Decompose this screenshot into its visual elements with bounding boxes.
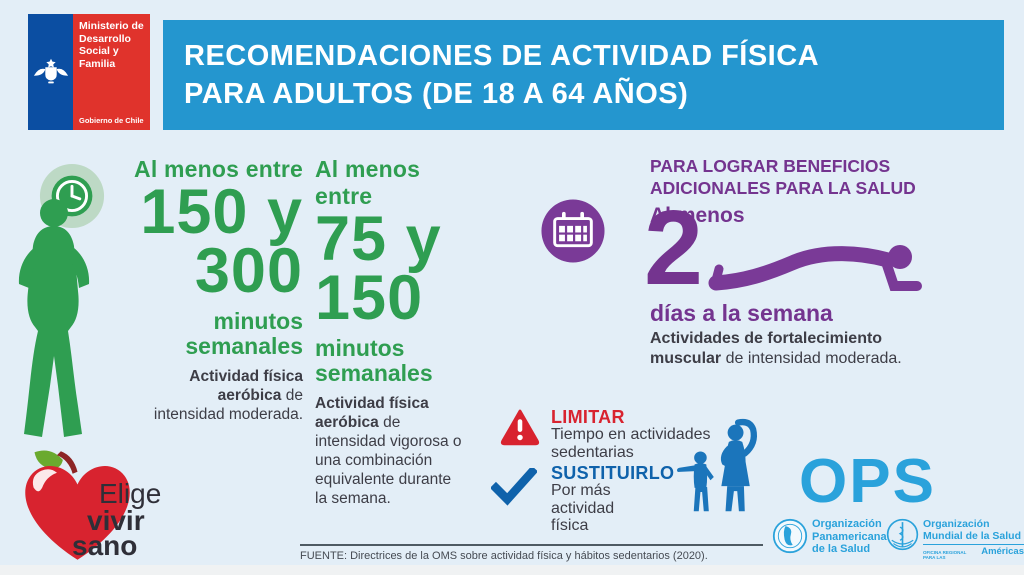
gobierno-de-chile-logo: Ministerio de Desarrollo Social y Famili… [28,14,150,130]
moderate-activity-block: Al menos entre 150 y 300 minutos semanal… [95,156,303,424]
col2-description: Actividad física aeróbica de intensidad … [315,394,465,508]
col2-unit-line2: semanales [315,360,433,386]
footer-divider [300,544,763,546]
paho-name-line: Organización [812,518,882,530]
who-name-line: Organización [923,518,990,530]
col2-unit-line1: minutos [315,335,405,361]
col1-unit: minutos semanales [95,309,303,359]
strength-header-line1: PARA LOGRAR BENEFICIOS [650,156,891,176]
strength-description-line1: Actividades de fortalecimiento [650,329,902,349]
col1-description-bold: Actividad física aeróbica [189,368,303,404]
paho-logo-block: Organización Panamericana de la Salud [772,518,887,556]
page-title-line1: RECOMENDACIONES DE ACTIVIDAD FÍSICA [184,40,820,72]
who-name-line: Mundial de la Salud [923,530,1022,542]
bottom-strip [0,565,1024,575]
stretching-figures-silhouette [677,418,757,512]
strength-header-line2: ADICIONALES PARA LA SALUD [650,177,916,198]
paho-name-line: de la Salud [812,543,871,555]
ops-logo-text: OPS [799,447,936,516]
paho-globe-icon [772,518,808,554]
who-region-row: OFICINA REGIONAL PARA LAS Américas [923,544,1024,560]
col2-range-top: 75 y [315,204,442,274]
source-text: FUENTE: Directrices de la OMS sobre acti… [300,550,708,562]
replace-title: SUSTITUIRLO [551,463,675,483]
col2-description-rest: de intensidad vigorosa o una combinación… [315,414,462,507]
who-logo-block: Organización Mundial de la Salud OFICINA… [886,518,1024,560]
paho-name-line: Panamericana [812,530,887,543]
heart-apple-icon [25,450,130,560]
who-emblem-icon [886,518,919,551]
strength-description-line2-bold: muscular [650,350,722,367]
strength-description-line2-rest: de intensidad moderada. [721,350,902,367]
chile-flag-blue-panel [28,14,73,130]
col1-intro: Al menos entre [134,156,303,182]
col2-range-bottom: 150 [315,263,424,333]
ministry-name-line: Desarrollo [79,32,131,45]
limit-description: Tiempo en actividades sedentarias [551,426,711,461]
col1-unit-line2: semanales [185,333,303,359]
title-banner: RECOMENDACIONES DE ACTIVIDAD FÍSICA PARA… [163,20,1004,130]
coat-of-arms-icon [33,58,68,84]
page-title-line2: PARA ADULTOS (DE 18 A 64 AÑOS) [184,78,689,110]
who-region-office-label: OFICINA REGIONAL PARA LAS [923,550,967,560]
ministry-name-panel: Ministerio de Desarrollo Social y Famili… [73,14,150,130]
col1-description-rest: de intensidad moderada. [153,387,303,423]
strength-description-line1-bold: Actividades de fortalecimiento [650,330,883,347]
strength-description: Actividades de fortalecimiento muscular … [650,329,902,369]
runner-silhouette [18,199,90,437]
vivir-word: vivir [87,505,145,536]
elige-word: Elige [99,478,162,509]
strength-header: PARA LOGRAR BENEFICIOS ADICIONALES PARA … [650,156,916,228]
plank-silhouette [708,245,922,291]
calendar-icon [541,199,605,263]
strength-intro: Al menos [650,204,745,227]
col2-intro: Al menos entre [315,156,421,209]
who-region-name: Américas [981,546,1024,557]
replace-description: Por más actividad física [551,482,615,534]
limit-title: LIMITAR [551,407,625,427]
ministry-name-line: Ministerio de [79,20,144,32]
who-name: Organización Mundial de la Salud OFICINA… [923,518,1024,560]
col1-description: Actividad física aeróbica de intensidad … [148,367,303,424]
strength-unit: días a la semana [650,300,833,326]
paho-name: Organización Panamericana de la Salud [812,518,887,556]
col1-range-bottom: 300 [194,236,303,306]
col1-range-top: 150 y [140,177,303,247]
col1-unit-line1: minutos [213,308,303,334]
strength-days-number: 2 [644,189,703,307]
government-label: Gobierno de Chile [79,116,144,125]
checkmark-icon [491,468,537,506]
col2-description-bold: Actividad física aeróbica [315,395,429,431]
strength-description-line2: muscular de intensidad moderada. [650,349,902,369]
col2-unit: minutos semanales [315,336,475,386]
ministry-name-line: Familia [79,57,116,70]
warning-icon [500,409,540,446]
sano-word: sano [72,530,138,561]
ministry-name-line: Social y [79,45,119,57]
vigorous-activity-block: Al menos entre 75 y 150 minutos semanale… [315,156,475,508]
